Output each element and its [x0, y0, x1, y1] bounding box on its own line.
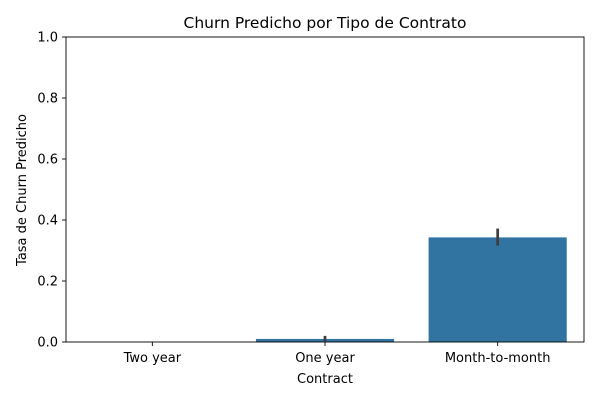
y-tick-label: 0.6	[37, 153, 58, 168]
y-axis-label: Tasa de Churn Predicho	[15, 114, 30, 267]
y-tick-label: 1.0	[37, 31, 58, 46]
y-tick-label: 0.2	[37, 275, 58, 290]
y-tick-label: 0.8	[37, 92, 58, 107]
y-ticks-layer: 0.0 0.2 0.4 0.6 0.8 1.0	[37, 31, 66, 351]
y-tick-label: 0.0	[37, 336, 58, 351]
x-axis-label: Contract	[297, 372, 353, 387]
chart-title: Churn Predicho por Tipo de Contrato	[184, 14, 467, 32]
y-tick-label: 0.4	[37, 214, 58, 229]
bars-layer	[255, 237, 567, 342]
x-tick-label: Month-to-month	[445, 351, 551, 366]
x-tick-label: One year	[295, 351, 355, 366]
x-ticks-layer: Two year One year Month-to-month	[123, 342, 551, 366]
x-tick-label: Two year	[123, 351, 182, 366]
bar-month-to-month	[428, 237, 567, 342]
error-bars-layer	[323, 228, 500, 342]
